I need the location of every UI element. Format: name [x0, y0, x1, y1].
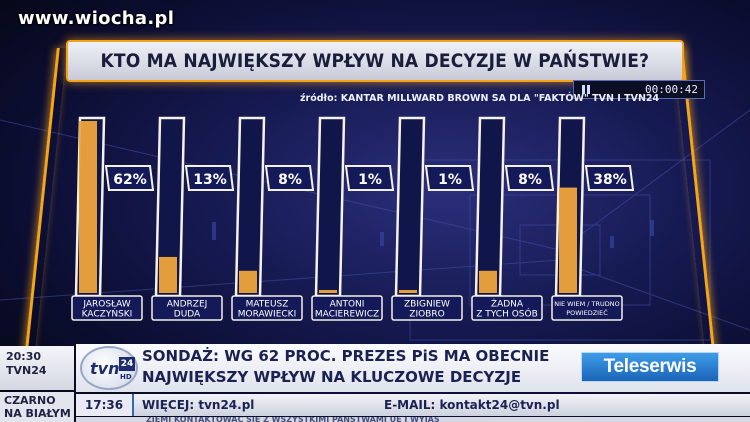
category-label-box [231, 295, 303, 321]
value-label: 13% [193, 172, 227, 188]
category-label-box [311, 295, 383, 321]
ticker-email: E-MAIL: kontakt24@tvn.pl [384, 398, 560, 412]
headline-line1: SONDAŻ: WG 62 PROC. PREZES PiS MA OBECNI… [142, 347, 550, 365]
player-time: 00:00:42 [645, 83, 698, 96]
category-label-box [551, 295, 623, 321]
value-label-box [424, 165, 475, 191]
category-label: ŻADNA [491, 299, 524, 310]
ticker-bar: 17:36 WIĘCEJ: tvn24.pl E-MAIL: kontakt24… [76, 394, 750, 416]
tvn24-logo: tvn 24 HD [80, 346, 138, 390]
category-label: Z TYCH OSÓB [476, 308, 538, 320]
value-label: 8% [518, 172, 542, 188]
category-label: POWIEDZIEĆ [566, 308, 608, 317]
bar [239, 270, 257, 293]
value-label-box [104, 165, 155, 191]
category-label: ANDRZEJ [167, 300, 208, 310]
program-tag: CZARNO NA BIAŁYM [0, 392, 74, 422]
ticker-time: 17:36 [76, 394, 134, 416]
bar-frame [394, 116, 426, 298]
category-label: JAROSŁAW [82, 300, 130, 310]
ticker-more: WIĘCEJ: tvn24.pl [142, 398, 255, 412]
bar [79, 121, 97, 293]
chart-title: KTO MA NAJWIĘKSZY WPŁYW NA DECYZJE W PAŃ… [100, 50, 650, 72]
value-label-box [344, 165, 395, 191]
value-label-box [264, 165, 315, 191]
category-label: KACZYŃSKI [82, 308, 133, 320]
category-label-box [391, 295, 463, 321]
logo-hd: HD [120, 373, 132, 381]
clock-time: 20:30 [6, 350, 42, 363]
logo-text: tvn [90, 359, 120, 378]
clock-box: 20:30 TVN24 [0, 346, 74, 390]
category-label: ZBIGNIEW [404, 300, 450, 310]
value-label-box [504, 165, 555, 191]
headline-panel: tvn 24 HD SONDAŻ: WG 62 PROC. PREZES PiS… [76, 344, 750, 392]
clock-channel: TVN24 [6, 364, 47, 377]
chart-title-panel: KTO MA NAJWIĘKSZY WPŁYW NA DECYZJE W PAŃ… [66, 40, 684, 82]
chart-source: źródło: KANTAR MILLWARD BROWN SA DLA "FA… [300, 93, 660, 104]
bar-frame [474, 116, 506, 298]
bar-frame [234, 116, 266, 298]
bar [559, 187, 577, 293]
program-tag-line2: NA BIAŁYM [4, 407, 71, 420]
category-label: ZIOBRO [409, 310, 444, 320]
value-label-box [184, 165, 235, 191]
category-label: MATEUSZ [246, 300, 289, 310]
bar [319, 290, 337, 293]
watermark: www.wiocha.pl [18, 8, 175, 29]
category-label: NIE WIEM / TRUDNO [554, 300, 620, 308]
value-label: 38% [593, 172, 627, 188]
value-label-box [584, 165, 635, 191]
lower-third: 20:30 TVN24 CZARNO NA BIAŁYM tvn 24 HD S… [0, 340, 750, 422]
category-label: DUDA [174, 310, 201, 320]
category-label-box [151, 295, 223, 321]
player-bar[interactable]: 00:00:42 [573, 80, 705, 99]
value-label: 62% [113, 172, 147, 188]
value-label: 1% [438, 172, 462, 188]
value-label: 8% [278, 172, 302, 188]
category-label-box [71, 295, 143, 321]
logo-number: 24 [119, 357, 135, 371]
pause-icon[interactable] [578, 81, 594, 98]
category-label-box [471, 295, 543, 321]
bar [399, 290, 417, 293]
bar [479, 270, 497, 293]
headline: SONDAŻ: WG 62 PROC. PREZES PiS MA OBECNI… [142, 346, 582, 388]
news-crawl: ZIEMI KONTAKTOWAĆ SIĘ Z WSZYSTKIMI PAŃST… [76, 417, 750, 422]
category-label: MORAWIECKI [238, 310, 296, 320]
teleserwis-badge: Teleserwis [581, 352, 719, 382]
category-label: ANTONI [330, 300, 365, 310]
bar [159, 256, 177, 293]
program-tag-line1: CZARNO [4, 394, 56, 407]
category-label: MACIEREWICZ [315, 310, 379, 320]
bar-frame [314, 116, 346, 298]
value-label: 1% [358, 172, 382, 188]
headline-line2: NAJWIĘKSZY WPŁYW NA KLUCZOWE DECYZJE [142, 368, 522, 386]
